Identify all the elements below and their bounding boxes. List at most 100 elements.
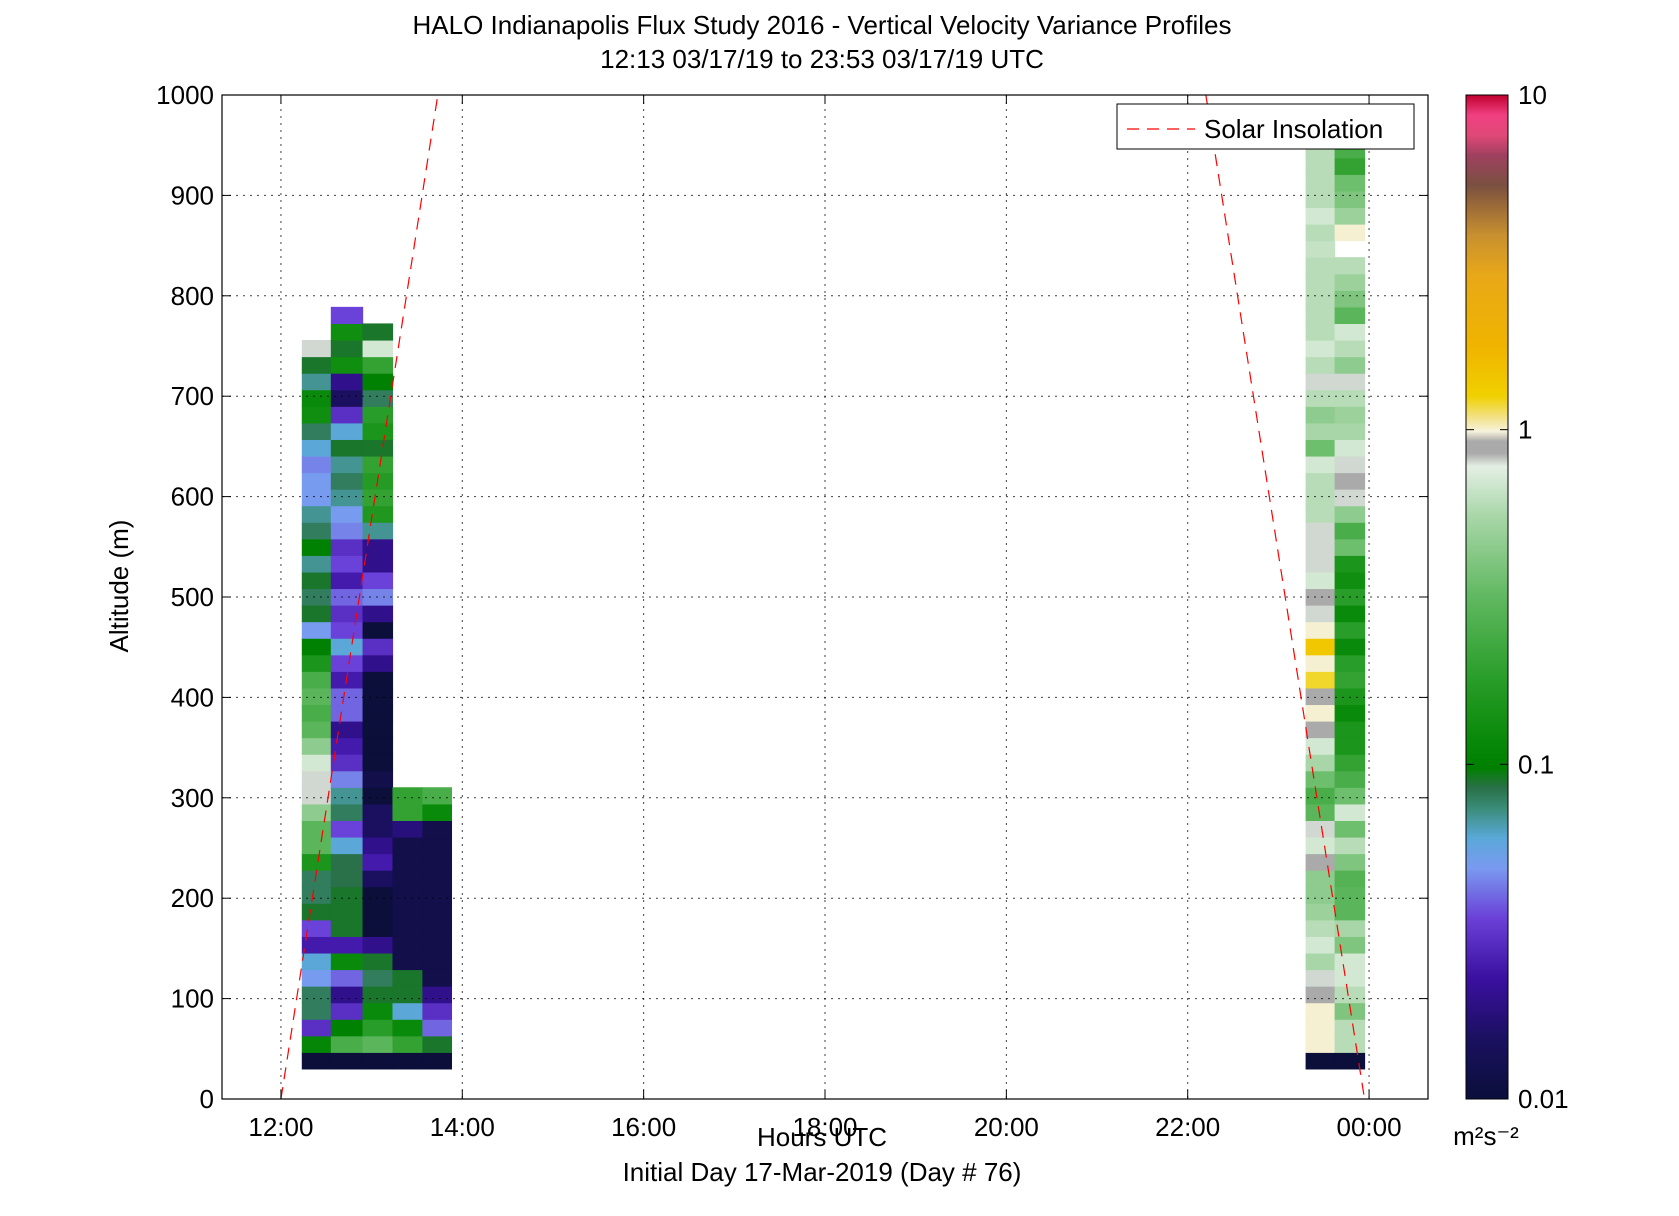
heatmap-cell [362,737,394,755]
heatmap-cell [1334,174,1366,192]
heatmap-cell [392,820,423,838]
chart-title: HALO Indianapolis Flux Study 2016 - Vert… [413,10,1232,40]
heatmap-cell [1334,936,1366,954]
heatmap-cell [1305,704,1336,722]
heatmap-cell [362,986,394,1004]
heatmap-cell [301,687,332,706]
heatmap-cell [1305,654,1336,672]
heatmap-cell [1334,886,1366,904]
heatmap-cell [1334,903,1366,921]
heatmap-cell [301,936,332,954]
heatmap-cell [362,505,394,523]
heatmap-cell [362,754,394,772]
heatmap-cell [1305,190,1336,209]
colorbar-tick-label: 1 [1518,415,1532,445]
heatmap-cell [1334,389,1366,407]
heatmap-cell [330,571,364,590]
heatmap-cell [330,870,364,888]
heatmap-cell [1334,339,1366,358]
heatmap-cell [330,605,364,623]
heatmap-cell [362,969,394,987]
heatmap-cell [1334,853,1366,871]
heatmap-cell [392,836,423,855]
heatmap-cell [301,787,332,805]
heatmap-cell [330,439,364,457]
heatmap-cell [1305,770,1336,788]
heatmap-cell [362,439,394,457]
heatmap-cell [1334,986,1366,1004]
heatmap-cell [1305,1002,1336,1020]
heatmap-cell [1305,588,1336,606]
heatmap-cell [1334,373,1366,391]
heatmap-cell [301,588,332,606]
heatmap-cell [362,687,394,706]
heatmap-cell [422,820,453,838]
heatmap-cell [392,986,423,1004]
colorbar: 0.01 0.1 1 10 m²s⁻² [1453,80,1568,1151]
heatmap-cell [1334,290,1366,308]
heatmap-cell [330,356,364,374]
heatmap-cell [362,704,394,722]
heatmap-cell [330,770,364,788]
heatmap-cell [392,1035,423,1053]
heatmap-cell [301,654,332,672]
heatmap-cell [330,1052,364,1070]
heatmap-cell [1305,373,1336,391]
heatmap-cell [330,853,364,871]
heatmap-cell [422,952,453,971]
heatmap-cell [330,704,364,722]
solar-insolation-line [1205,94,1366,1100]
heatmap-cell [1305,803,1336,821]
heatmap-cell [1305,306,1336,325]
heatmap-cell [330,820,364,838]
heatmap-cell [330,969,364,987]
heatmap-cell [1305,323,1336,341]
heatmap-cell [330,455,364,474]
heatmap-cell [362,323,394,341]
heatmap-cell [301,621,332,639]
heatmap-cell [301,422,332,440]
heatmap-cell [1334,538,1366,556]
heatmap-cell [362,1019,394,1037]
heatmap-cell [362,919,394,937]
solar-insolation-lines [280,94,1366,1100]
heatmap-cell [362,489,394,507]
heatmap-cell [1334,489,1366,507]
heatmap-cell [1334,919,1366,937]
heatmap-cell [392,870,423,888]
heatmap-cell [1305,638,1336,656]
heatmap-cell [330,886,364,904]
y-axis-label: Altitude (m) [104,520,134,653]
colorbar-tick-label: 0.1 [1518,749,1554,779]
heatmap-cell [362,571,394,590]
x-tick-label: 12:00 [248,1112,313,1142]
solar-insolation-line [280,94,439,1100]
heatmap-cell [362,555,394,573]
heatmap-cell [301,571,332,590]
y-tick-label: 1000 [156,80,214,110]
legend: Solar Insolation [1116,103,1415,150]
y-tick-label: 200 [171,883,214,913]
heatmap-cell [1334,671,1366,689]
heatmap-cell [392,919,423,937]
heatmap-cell [1305,439,1336,457]
heatmap-cell [362,538,394,556]
heatmap-cell [1305,1019,1336,1037]
colorbar-tick-label: 10 [1518,80,1547,110]
heatmap-cell [422,1035,453,1053]
y-tick-label: 700 [171,381,214,411]
heatmap-cell [1334,654,1366,672]
heatmap-cell [1305,836,1336,855]
heatmap-cell [1334,737,1366,755]
x-tick-label: 00:00 [1337,1112,1402,1142]
heatmap-cell [1334,257,1366,275]
heatmap-cell [362,936,394,954]
heatmap-cell [362,803,394,821]
heatmap-cell [330,555,364,573]
heatmap-cell [1305,240,1336,258]
heatmap-cell [1305,224,1336,242]
heatmap-cell [422,986,453,1004]
heatmap-cell [301,638,332,656]
heatmap-cell [330,787,364,805]
